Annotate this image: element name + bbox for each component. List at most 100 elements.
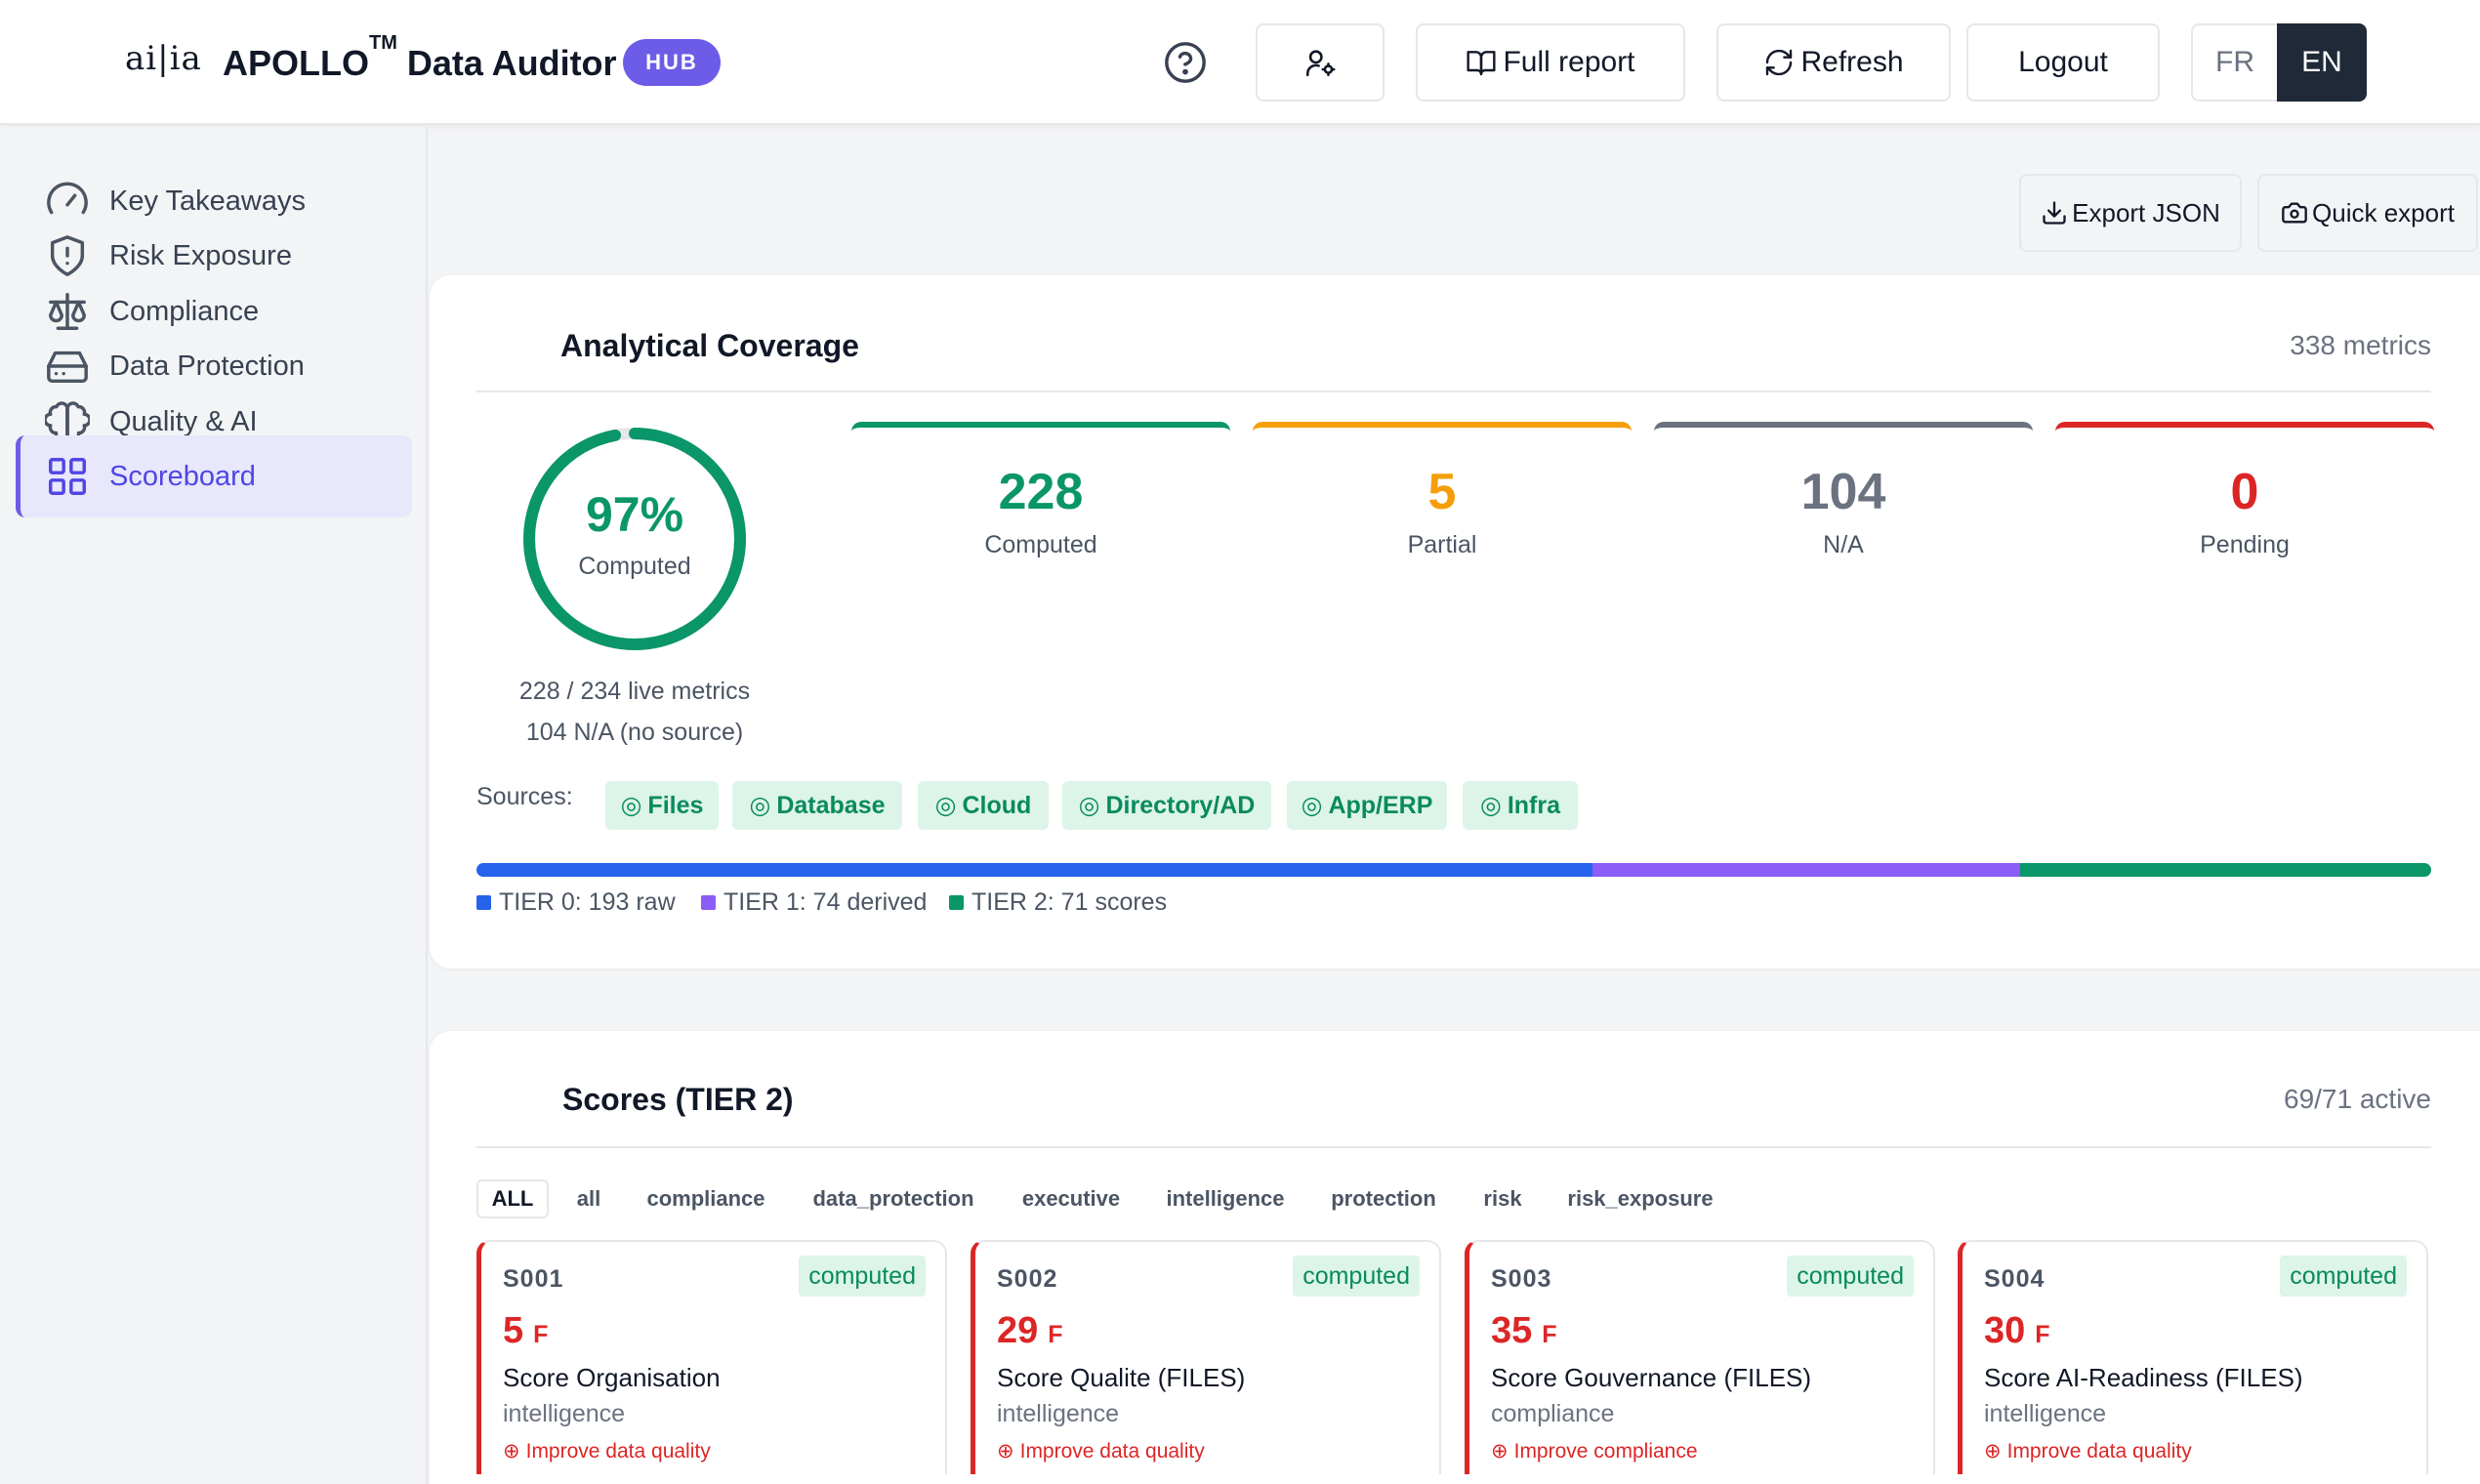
coverage-ring-arc [523, 428, 746, 650]
sidebar: Key Takeaways Risk Exposure Compliance D… [0, 127, 428, 1484]
trademark-mark: TM [369, 32, 397, 54]
coverage-ring: 97% Computed [517, 422, 752, 656]
score-card-s002[interactable]: S002 computed 29 F Score Qualite (FILES) … [971, 1240, 1441, 1474]
full-report-button[interactable]: Full report [1416, 23, 1685, 102]
grid-icon [45, 454, 90, 499]
tier-2-segment [2020, 863, 2431, 877]
tier-1-legend: TIER 1: 74 derived [701, 888, 927, 917]
stat-label: Pending [2200, 531, 2290, 558]
stat-label: Partial [1407, 531, 1477, 558]
language-en-button[interactable]: EN [2277, 23, 2367, 102]
score-card-s003[interactable]: S003 computed 35 F Score Gouvernance (FIL… [1465, 1240, 1935, 1474]
source-chip-files: ◎ Files [605, 781, 719, 830]
tier-1-segment [1592, 863, 2021, 877]
scores-active-count: 69/71 active [2284, 1084, 2431, 1114]
export-json-button[interactable]: Export JSON [2019, 174, 2242, 252]
quick-export-label: Quick export [2312, 197, 2455, 227]
score-name: Score Qualite (FILES) [997, 1363, 1246, 1392]
sidebar-item-label: Compliance [109, 295, 260, 327]
scores-divider [476, 1146, 2431, 1148]
score-action-label: Improve compliance [1513, 1439, 1698, 1463]
language-fr-button[interactable]: FR [2191, 23, 2279, 102]
score-action-link[interactable]: ⊕ Improve compliance [1491, 1439, 1698, 1463]
camera-icon [2282, 202, 2307, 224]
app-name: APOLLO [223, 43, 369, 83]
score-action-label: Improve data quality [1019, 1439, 1205, 1463]
filter-tab-compliance[interactable]: compliance [646, 1186, 765, 1211]
source-chip-directory-ad: ◎ Directory/AD [1062, 781, 1271, 830]
filter-tab-intelligence[interactable]: intelligence [1166, 1186, 1285, 1211]
stat-value: 228 [998, 464, 1084, 520]
app-title: APOLLOTM Data Auditor [223, 32, 617, 84]
hub-badge: HUB [623, 39, 721, 86]
legend-label: TIER 1: 74 derived [723, 888, 928, 916]
filter-tab-all[interactable]: all [576, 1186, 601, 1211]
coverage-title: Analytical Coverage [560, 328, 859, 363]
filter-tab-risk-exposure[interactable]: risk_exposure [1567, 1186, 1714, 1211]
score-category: compliance [1491, 1400, 1615, 1427]
status-badge: computed [2280, 1256, 2407, 1297]
na-note-text: 104 N/A (no source) [525, 719, 744, 746]
filter-tab-all-upper[interactable]: ALL [476, 1179, 549, 1218]
score-number: 29 [997, 1310, 1039, 1351]
stat-pending: 0 Pending [2055, 422, 2434, 566]
check-circle-icon: ◎ [934, 792, 957, 819]
source-chip-label: Database [776, 791, 886, 819]
source-chip-label: Cloud [962, 791, 1032, 819]
score-card-s004[interactable]: S004 computed 30 F Score AI-Readiness (FI… [1958, 1240, 2428, 1474]
sidebar-item-key-takeaways[interactable]: Key Takeaways [16, 160, 412, 242]
arrow-up-circle-icon: ⊕ [1984, 1440, 2002, 1463]
stat-value: 5 [1427, 464, 1457, 520]
coverage-divider [476, 391, 2431, 392]
filter-tab-executive[interactable]: executive [1021, 1186, 1121, 1211]
logout-button[interactable]: Logout [1966, 23, 2160, 102]
gauge-icon [45, 179, 90, 224]
filter-tab-data-protection[interactable]: data_protection [812, 1186, 974, 1211]
score-action-link[interactable]: ⊕ Improve data quality [1984, 1439, 2192, 1463]
score-category: intelligence [503, 1400, 626, 1427]
user-cog-icon [1305, 50, 1336, 77]
score-name: Score Organisation [503, 1363, 721, 1392]
refresh-icon [1766, 49, 1793, 76]
refresh-button[interactable]: Refresh [1716, 23, 1951, 102]
score-id: S004 [1984, 1265, 2046, 1293]
stat-label: Computed [984, 531, 1097, 558]
check-circle-icon: ◎ [1301, 792, 1323, 819]
score-grade: F [1542, 1321, 1557, 1348]
tier-2-swatch [949, 895, 964, 910]
score-action-link[interactable]: ⊕ Improve data quality [997, 1439, 1205, 1463]
sidebar-item-risk-exposure[interactable]: Risk Exposure [16, 215, 412, 297]
user-settings-button[interactable] [1256, 23, 1385, 102]
score-action-label: Improve data quality [525, 1439, 711, 1463]
score-action-link[interactable]: ⊕ Improve data quality [503, 1439, 711, 1463]
score-name: Score AI-Readiness (FILES) [1984, 1363, 2303, 1392]
tier-0-legend: TIER 0: 193 raw [476, 888, 676, 917]
check-circle-icon: ◎ [1078, 792, 1100, 819]
sidebar-item-compliance[interactable]: Compliance [16, 270, 412, 352]
source-chip-cloud: ◎ Cloud [918, 781, 1049, 830]
book-open-icon [1467, 51, 1497, 76]
source-chip-label: App/ERP [1328, 791, 1433, 819]
arrow-up-circle-icon: ⊕ [1491, 1440, 1509, 1463]
filter-tab-risk[interactable]: risk [1483, 1186, 1522, 1211]
full-report-label: Full report [1503, 46, 1635, 78]
top-header: ai|ia APOLLOTM Data Auditor HUB Full rep… [0, 0, 2480, 125]
stat-na: 104 N/A [1654, 422, 2033, 566]
filter-tab-protection[interactable]: protection [1331, 1186, 1436, 1211]
sidebar-item-data-protection[interactable]: Data Protection [16, 325, 412, 407]
quick-export-button[interactable]: Quick export [2257, 174, 2478, 252]
score-value: 29 F [997, 1310, 1063, 1352]
legend-label: TIER 2: 71 scores [971, 888, 1168, 916]
sidebar-item-scoreboard[interactable]: Scoreboard [16, 435, 412, 517]
help-button[interactable] [1162, 39, 1209, 86]
export-json-label: Export JSON [2072, 197, 2220, 227]
analytical-coverage-card: Analytical Coverage 338 metrics 97% Comp… [430, 275, 2480, 969]
stat-computed: 228 Computed [851, 422, 1230, 566]
legend-label: TIER 0: 193 raw [499, 888, 676, 916]
stat-partial: 5 Partial [1253, 422, 1632, 566]
sidebar-item-quality-ai[interactable]: Quality & AI [16, 381, 412, 463]
arrow-up-circle-icon: ⊕ [503, 1440, 520, 1463]
sidebar-item-label: Risk Exposure [109, 239, 292, 271]
